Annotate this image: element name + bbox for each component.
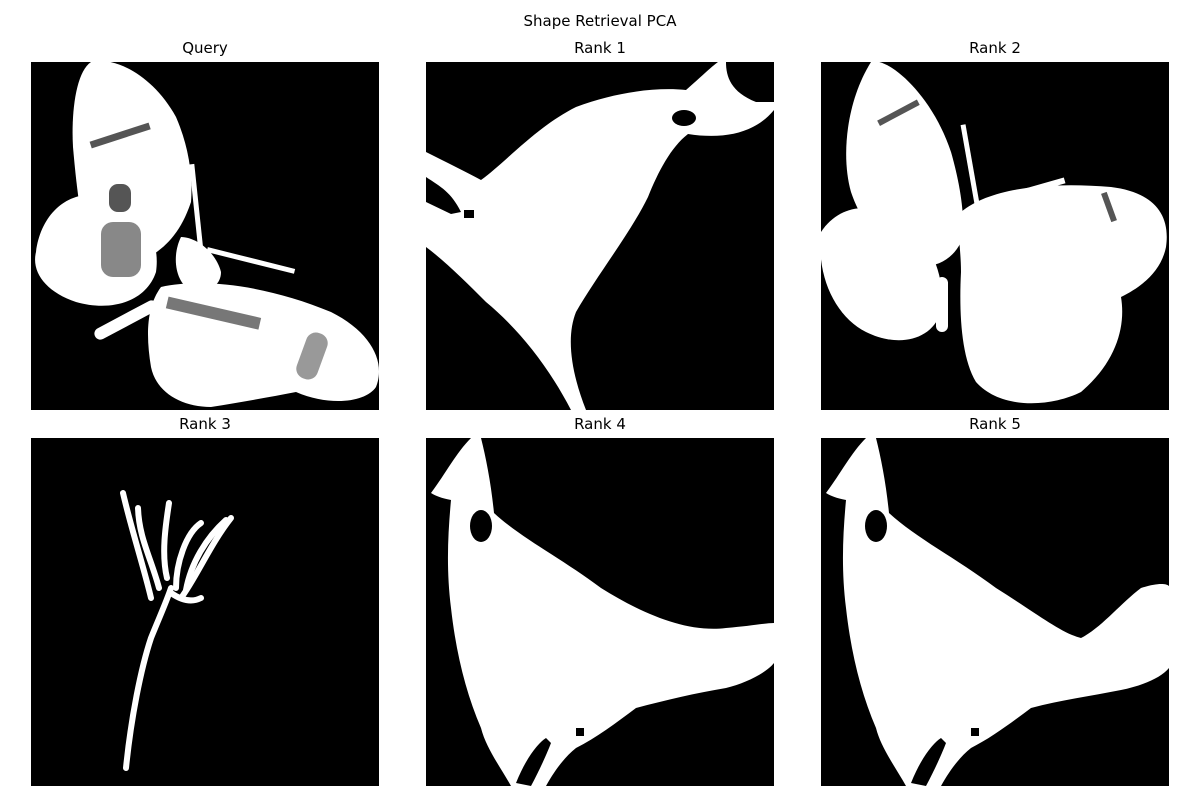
figure-title: Shape Retrieval PCA: [523, 12, 677, 30]
bird-silhouette-icon: [426, 438, 774, 786]
panel-rank-3: Rank 3: [31, 414, 379, 786]
panel-title-rank-4: Rank 4: [574, 415, 626, 433]
butterfly-silhouette-icon: [31, 62, 379, 410]
bird-head-silhouette-icon: [426, 62, 774, 410]
panel-rank-2: Rank 2: [821, 38, 1169, 410]
query-image: [31, 62, 379, 410]
panel-rank-1: Rank 1: [426, 38, 774, 410]
rank-5-image: [821, 438, 1169, 786]
panel-title-rank-1: Rank 1: [574, 39, 626, 57]
rank-1-image: [426, 62, 774, 410]
panel-rank-4: Rank 4: [426, 414, 774, 786]
panel-title-query: Query: [182, 39, 228, 57]
bird-silhouette-icon: [821, 438, 1169, 786]
rank-2-image: [821, 62, 1169, 410]
panel-rank-5: Rank 5: [821, 414, 1169, 786]
branch-stick-silhouette-icon: [31, 438, 379, 786]
rank-3-image: [31, 438, 379, 786]
panel-title-rank-2: Rank 2: [969, 39, 1021, 57]
panel-query: Query: [31, 38, 379, 410]
butterfly-silhouette-icon: [821, 62, 1169, 410]
panel-title-rank-3: Rank 3: [179, 415, 231, 433]
rank-4-image: [426, 438, 774, 786]
panel-title-rank-5: Rank 5: [969, 415, 1021, 433]
